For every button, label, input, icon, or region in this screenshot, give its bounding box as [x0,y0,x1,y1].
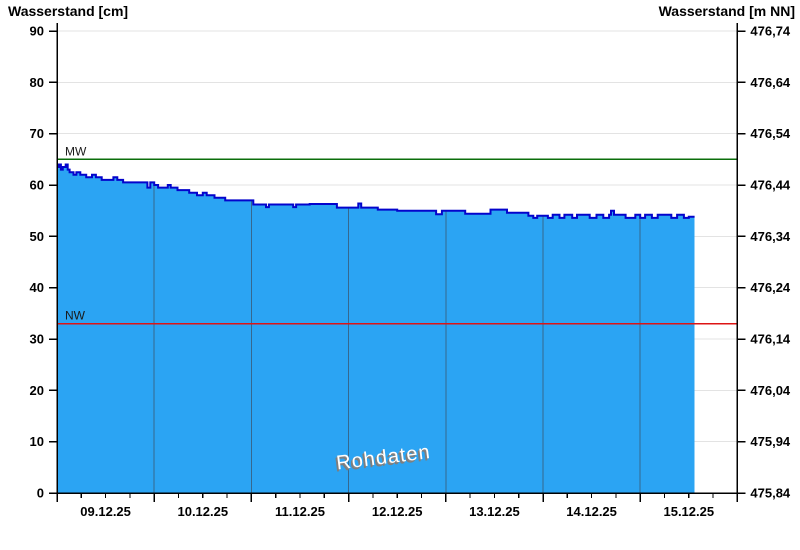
right-axis-tick-label: 475,84 [750,486,791,501]
date-tick-label: 10.12.25 [177,504,228,519]
right-axis-tick-label: 476,24 [750,280,791,295]
right-axis-tick-label: 476,74 [750,24,791,39]
left-axis-tick-label: 40 [30,280,44,295]
left-axis-tick-label: 10 [30,434,44,449]
right-axis-tick-label: 476,44 [750,178,791,193]
left-axis-tick-label: 80 [30,75,44,90]
right-axis-tick-label: 476,64 [750,75,791,90]
left-axis-tick-label: 30 [30,332,44,347]
left-axis-tick-label: 60 [30,178,44,193]
right-axis-title: Wasserstand [m NN] [658,3,795,19]
left-axis-tick-label: 90 [30,24,44,39]
left-axis-tick-label: 0 [37,486,44,501]
left-axis-tick-label: 20 [30,383,44,398]
right-axis-tick-label: 475,94 [750,434,791,449]
right-axis-tick-label: 476,04 [750,383,791,398]
right-axis-tick-label: 476,54 [750,126,791,141]
reference-line-label-mw: MW [65,144,87,158]
right-axis-tick-label: 476,14 [750,332,791,347]
right-axis-tick-label: 476,34 [750,229,791,244]
date-tick-label: 14.12.25 [566,504,617,519]
left-axis-tick-label: 70 [30,126,44,141]
reference-line-label-nw: NW [65,309,86,323]
left-axis-tick-label: 50 [30,229,44,244]
date-tick-label: 11.12.25 [275,504,325,519]
date-tick-label: 12.12.25 [372,504,423,519]
date-tick-label: 13.12.25 [469,504,520,519]
date-tick-label: 15.12.25 [663,504,714,519]
left-axis-title: Wasserstand [cm] [8,3,129,19]
date-tick-label: 09.12.25 [80,504,131,519]
